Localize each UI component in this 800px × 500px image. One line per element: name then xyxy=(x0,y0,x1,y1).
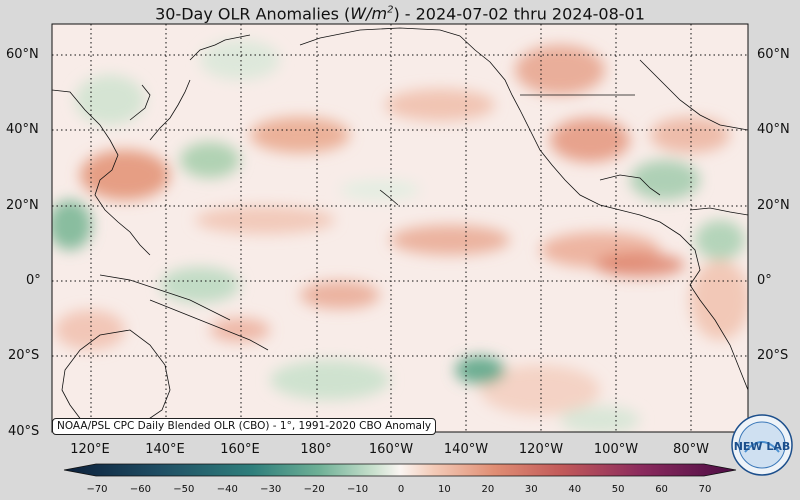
lon-label-120w: 120°W xyxy=(518,442,564,457)
lon-label-140e: 140°E xyxy=(145,442,185,457)
svg-text:NEW LAB: NEW LAB xyxy=(734,440,791,453)
map-title: 30-Day OLR Anomalies (W/m2) - 2024-07-02… xyxy=(155,4,645,24)
lat-label-left-60n: 60°N xyxy=(6,47,39,62)
lat-label-right-40n: 40°N xyxy=(757,122,790,137)
graticule xyxy=(52,24,748,432)
colorbar-tick-label: 30 xyxy=(524,484,538,495)
lon-label-160w: 160°W xyxy=(368,442,414,457)
colorbar-tick-label: 50 xyxy=(611,484,625,495)
lat-label-right-20s: 20°S xyxy=(757,348,789,363)
colorbar-tick-label: −40 xyxy=(216,484,238,495)
colorbar-tick-label: −20 xyxy=(303,484,325,495)
lat-label-right-20n: 20°N xyxy=(757,198,790,213)
anomaly-field xyxy=(52,40,748,432)
colorbar-tick-label: 70 xyxy=(698,484,712,495)
data-source-credit: NOAA/PSL CPC Daily Blended OLR (CBO) - 1… xyxy=(52,418,437,435)
colorbar-tick-label: −60 xyxy=(129,484,151,495)
lon-label-160e: 160°E xyxy=(220,442,260,457)
lon-label-140w: 140°W xyxy=(443,442,489,457)
lat-label-right-eq: 0° xyxy=(757,273,772,288)
lon-label-120e: 120°E xyxy=(70,442,110,457)
lon-label-180: 180° xyxy=(300,442,332,457)
colorbar-tick-label: −50 xyxy=(173,484,195,495)
lat-label-left-40n: 40°N xyxy=(6,122,39,137)
colorbar-tick-label: −30 xyxy=(260,484,282,495)
colorbar-tick-label: 0 xyxy=(397,484,405,495)
lat-label-left-eq: 0° xyxy=(26,273,41,288)
noaa-psl-logo-icon: NEW LAB xyxy=(731,414,793,476)
colorbar-tick-label: 20 xyxy=(481,484,495,495)
lat-label-left-20n: 20°N xyxy=(6,198,39,213)
lat-label-left-20s: 20°S xyxy=(8,348,40,363)
map-background xyxy=(52,24,748,432)
colorbar-tick-label: −10 xyxy=(347,484,369,495)
lat-label-right-60n: 60°N xyxy=(757,47,790,62)
colorbar-tick-label: 10 xyxy=(438,484,451,495)
coastlines xyxy=(52,27,748,431)
colorbar-tick-label: −70 xyxy=(86,484,108,495)
lat-label-left-40s: 40°S xyxy=(8,424,40,439)
lon-label-80w: 80°W xyxy=(673,442,709,457)
colorbar-tick-label: 60 xyxy=(655,484,668,495)
lon-label-100w: 100°W xyxy=(593,442,639,457)
colorbar-gradient xyxy=(63,463,737,477)
colorbar xyxy=(63,463,737,477)
colorbar-tick-label: 40 xyxy=(568,484,582,495)
